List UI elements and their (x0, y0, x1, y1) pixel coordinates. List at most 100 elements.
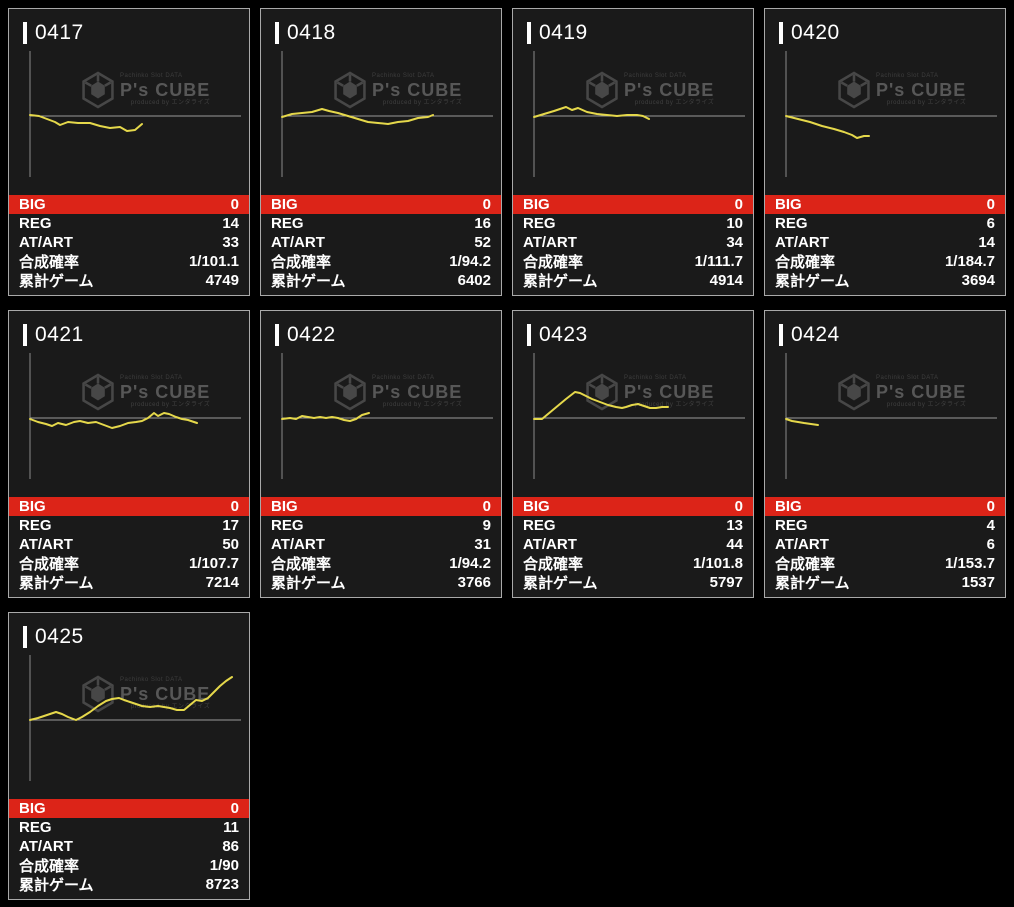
watermark-top-text: Pachinko Slot DATA (624, 72, 687, 79)
stats-table: BIG 0 REG 6 AT/ART 14 合成確率 1/184.7 累計ゲーム… (765, 195, 1005, 290)
stat-row-total-games: 累計ゲーム 3694 (765, 271, 1005, 290)
stats-table: BIG 0 REG 9 AT/ART 31 合成確率 1/94.2 累計ゲーム … (261, 497, 501, 592)
stats-table: BIG 0 REG 10 AT/ART 34 合成確率 1/111.7 累計ゲー… (513, 195, 753, 290)
machine-card[interactable]: 0424 Pachinko Slot DATA P's CUBE produce… (764, 310, 1006, 598)
watermark-logo: Pachinko Slot DATA P's CUBE produced by … (333, 373, 493, 411)
stat-row-at-art: AT/ART 6 (765, 535, 1005, 554)
stat-row-combined-rate: 合成確率 1/94.2 (261, 554, 501, 573)
stat-value-big: 0 (230, 800, 239, 817)
watermark-bottom-text: produced by エンタライズ (130, 100, 211, 107)
stats-table: BIG 0 REG 4 AT/ART 6 合成確率 1/153.7 累計ゲーム … (765, 497, 1005, 592)
stat-value-reg: 6 (986, 215, 995, 232)
machine-card[interactable]: 0418 Pachinko Slot DATA P's CUBE produce… (260, 8, 502, 296)
stat-label-reg: REG (19, 517, 52, 534)
title-marker (527, 324, 531, 346)
stat-row-at-art: AT/ART 52 (261, 233, 501, 252)
stat-label-total-games: 累計ゲーム (19, 575, 94, 592)
stat-value-at-art: 86 (222, 838, 239, 855)
stat-value-total-games: 7214 (205, 574, 239, 591)
stat-value-big: 0 (734, 196, 743, 213)
machine-card[interactable]: 0417 Pachinko Slot DATA P's CUBE produce… (8, 8, 250, 296)
stat-label-total-games: 累計ゲーム (19, 877, 94, 894)
stat-value-combined-rate: 1/107.7 (188, 555, 239, 572)
stats-table: BIG 0 REG 14 AT/ART 33 合成確率 1/101.1 累計ゲー… (9, 195, 249, 290)
machine-card[interactable]: 0420 Pachinko Slot DATA P's CUBE produce… (764, 8, 1006, 296)
stat-value-total-games: 3694 (961, 272, 995, 289)
watermark-logo: Pachinko Slot DATA P's CUBE produced by … (585, 71, 745, 109)
watermark-brand: P's CUBE (624, 79, 715, 100)
stat-row-combined-rate: 合成確率 1/90 (9, 856, 249, 875)
watermark-brand: P's CUBE (120, 381, 211, 402)
stat-row-combined-rate: 合成確率 1/111.7 (513, 252, 753, 271)
title-marker (23, 324, 27, 346)
stat-label-total-games: 累計ゲーム (775, 273, 850, 290)
slump-line (29, 412, 198, 429)
title-marker (275, 324, 279, 346)
stat-value-at-art: 34 (726, 234, 743, 251)
stat-label-combined-rate: 合成確率 (19, 858, 80, 875)
stat-label-big: BIG (19, 800, 46, 817)
stat-row-reg: REG 11 (9, 818, 249, 837)
machine-id: 0425 (35, 625, 84, 648)
slump-graph (29, 353, 241, 479)
watermark-top-text: Pachinko Slot DATA (372, 72, 435, 79)
stat-row-at-art: AT/ART 33 (9, 233, 249, 252)
stat-label-big: BIG (523, 196, 550, 213)
machine-card[interactable]: 0422 Pachinko Slot DATA P's CUBE produce… (260, 310, 502, 598)
slump-graph (785, 353, 997, 479)
slump-line (281, 108, 434, 125)
stat-value-reg: 10 (726, 215, 743, 232)
stat-row-at-art: AT/ART 86 (9, 837, 249, 856)
stat-row-big: BIG 0 (261, 497, 501, 516)
machine-title: 0423 (527, 323, 588, 347)
stat-value-combined-rate: 1/94.2 (449, 253, 491, 270)
watermark-brand: P's CUBE (120, 79, 211, 100)
stat-value-big: 0 (734, 498, 743, 515)
stat-label-at-art: AT/ART (19, 838, 73, 855)
cube-icon (82, 71, 114, 109)
machine-id: 0419 (539, 21, 588, 44)
stats-table: BIG 0 REG 17 AT/ART 50 合成確率 1/107.7 累計ゲー… (9, 497, 249, 592)
stat-row-big: BIG 0 (9, 799, 249, 818)
watermark-logo: Pachinko Slot DATA P's CUBE produced by … (837, 71, 997, 109)
stat-label-at-art: AT/ART (523, 536, 577, 553)
watermark-brand: P's CUBE (624, 381, 715, 402)
stat-row-big: BIG 0 (261, 195, 501, 214)
stat-row-total-games: 累計ゲーム 4749 (9, 271, 249, 290)
machine-card[interactable]: 0419 Pachinko Slot DATA P's CUBE produce… (512, 8, 754, 296)
stat-label-at-art: AT/ART (271, 234, 325, 251)
stat-label-at-art: AT/ART (271, 536, 325, 553)
machine-card[interactable]: 0423 Pachinko Slot DATA P's CUBE produce… (512, 310, 754, 598)
cube-icon (838, 373, 870, 411)
stat-label-big: BIG (523, 498, 550, 515)
stat-row-combined-rate: 合成確率 1/101.1 (9, 252, 249, 271)
stat-label-total-games: 累計ゲーム (271, 575, 346, 592)
stat-value-reg: 14 (222, 215, 239, 232)
machine-id: 0417 (35, 21, 84, 44)
watermark-brand: P's CUBE (876, 381, 967, 402)
machine-grid: 0417 Pachinko Slot DATA P's CUBE produce… (8, 8, 1006, 900)
machine-title: 0420 (779, 21, 840, 45)
slump-line (785, 115, 870, 139)
stat-row-big: BIG 0 (9, 195, 249, 214)
stat-label-at-art: AT/ART (775, 234, 829, 251)
stat-value-combined-rate: 1/153.7 (944, 555, 995, 572)
watermark-brand: P's CUBE (372, 79, 463, 100)
machine-id: 0420 (791, 21, 840, 44)
stat-label-total-games: 累計ゲーム (523, 575, 598, 592)
watermark-logo: Pachinko Slot DATA P's CUBE produced by … (585, 373, 745, 411)
machine-card[interactable]: 0425 Pachinko Slot DATA P's CUBE produce… (8, 612, 250, 900)
watermark-bottom-text: produced by エンタライズ (382, 100, 463, 107)
watermark-top-text: Pachinko Slot DATA (372, 374, 435, 381)
slump-graph (533, 353, 745, 479)
watermark-bottom-text: produced by エンタライズ (634, 402, 715, 409)
stat-value-reg: 4 (986, 517, 995, 534)
slump-line (29, 114, 143, 132)
machine-card[interactable]: 0421 Pachinko Slot DATA P's CUBE produce… (8, 310, 250, 598)
stat-label-reg: REG (523, 215, 556, 232)
slump-graph (533, 51, 745, 177)
stat-label-combined-rate: 合成確率 (271, 254, 332, 271)
stat-row-at-art: AT/ART 34 (513, 233, 753, 252)
machine-title: 0425 (23, 625, 84, 649)
slump-line (533, 391, 669, 420)
